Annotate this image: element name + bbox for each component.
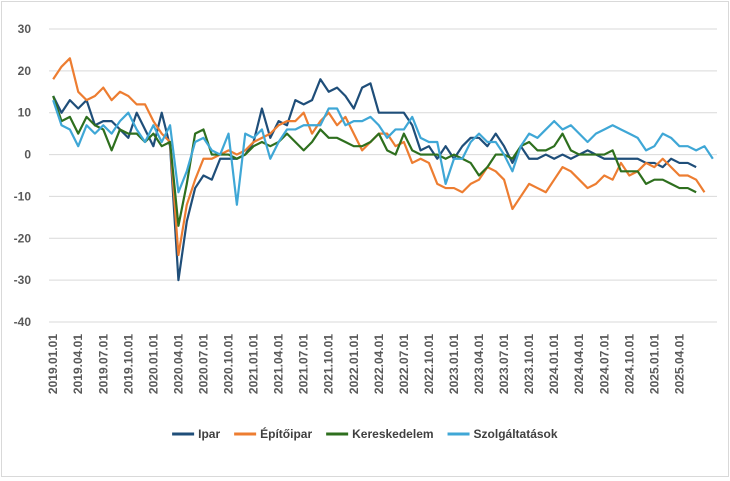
x-tick-label: 2025.04.01 [672, 334, 686, 394]
x-tick-label: 2023.10.01 [522, 334, 536, 394]
series-line-Szolgáltatások [52, 99, 714, 206]
x-tick-label: 2024.04.01 [572, 334, 586, 394]
y-tick-label: -30 [14, 273, 32, 287]
x-tick-label: 2019.01.01 [46, 334, 60, 394]
x-tick-label: 2023.04.01 [472, 334, 486, 394]
y-tick-label: -10 [14, 189, 32, 203]
x-tick-label: 2021.07.01 [297, 334, 311, 394]
x-tick-label: 2023.07.01 [497, 334, 511, 394]
series-line-Kereskedelem [52, 95, 697, 227]
legend-label: Építőipar [260, 426, 312, 441]
gridlines [49, 28, 717, 323]
x-tick-label: 2024.01.01 [547, 334, 561, 394]
legend-label: Ipar [198, 427, 220, 441]
series-lines [52, 57, 714, 282]
series-line-Építőipar [52, 57, 706, 257]
x-tick-label: 2019.07.01 [96, 334, 110, 394]
legend-label: Szolgáltatások [474, 427, 558, 441]
x-tick-label: 2024.07.01 [597, 334, 611, 394]
y-tick-label: 10 [18, 106, 32, 120]
x-tick-label: 2020.01.01 [146, 334, 160, 394]
legend-label: Kereskedelem [352, 427, 433, 441]
series-line-Ipar [52, 78, 697, 282]
legend: Ipar Építőipar Kereskedelem Szolgáltatások [172, 426, 558, 441]
x-tick-label: 2022.04.01 [372, 334, 386, 394]
x-tick-label: 2021.04.01 [272, 334, 286, 394]
y-tick-label: 0 [24, 148, 31, 162]
y-tick-label: -40 [14, 315, 32, 329]
y-tick-label: 30 [18, 22, 32, 36]
x-tick-label: 2023.01.01 [447, 334, 461, 394]
x-tick-label: 2022.10.01 [422, 334, 436, 394]
x-tick-label: 2021.10.01 [322, 334, 336, 394]
y-axis-ticks: -40 -30 -20 -10 0 10 20 30 [14, 22, 32, 329]
x-tick-label: 2021.01.01 [247, 334, 261, 394]
y-tick-label: 20 [18, 64, 32, 78]
x-tick-label: 2020.07.01 [196, 334, 210, 394]
x-tick-label: 2025.01.01 [647, 334, 661, 394]
x-tick-label: 2024.10.01 [622, 334, 636, 394]
x-tick-label: 2022.01.01 [347, 334, 361, 394]
y-tick-label: -20 [14, 231, 32, 245]
x-tick-label: 2019.04.01 [71, 334, 85, 394]
x-axis-ticks: 2019.01.01 2019.04.01 2019.07.01 2019.10.01… [46, 334, 686, 394]
x-tick-label: 2020.04.01 [171, 334, 185, 394]
x-tick-label: 2019.10.01 [121, 334, 135, 394]
x-tick-label: 2020.10.01 [222, 334, 236, 394]
x-tick-label: 2022.07.01 [397, 334, 411, 394]
